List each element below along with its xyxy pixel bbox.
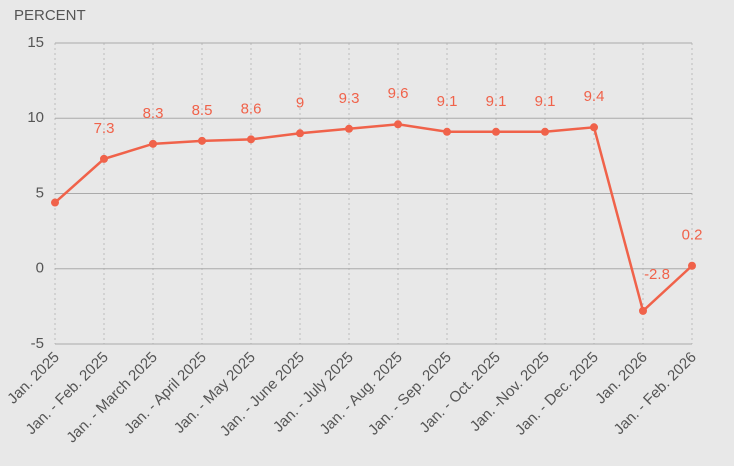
value-label: 8.6: [241, 100, 262, 117]
y-tick-label: 0: [36, 260, 44, 277]
line: [54, 123, 693, 314]
value-label: 9.3: [339, 90, 360, 107]
x-tick-label: Jan. - Feb. 2026: [611, 349, 700, 438]
point: [639, 306, 647, 315]
value-label: 8.3: [143, 105, 164, 122]
point: [345, 124, 353, 133]
value-label: 0.2: [682, 227, 703, 244]
point: [100, 154, 108, 163]
x-tick-label: Jan. - Aug. 2025: [317, 349, 406, 438]
x-tick-label: Jan. - June 2025: [217, 349, 308, 440]
point: [247, 135, 255, 144]
point: [51, 198, 59, 207]
value-label: 7.3: [94, 120, 115, 137]
y-axis-label: PERCENT: [14, 7, 86, 24]
x-tick-label: Jan. - Sep. 2025: [365, 349, 455, 439]
value-label: 9.6: [388, 85, 409, 102]
y-tick-label: 5: [36, 184, 44, 201]
value-label: 9.4: [584, 88, 605, 105]
point: [149, 139, 157, 148]
x-tick-label: Jan. - March 2025: [63, 349, 161, 447]
point: [688, 261, 696, 270]
point: [492, 127, 500, 136]
value-label: -2.8: [644, 266, 670, 283]
x-tick-label: Jan. - Feb. 2025: [23, 349, 112, 438]
point: [198, 136, 206, 145]
y-tick-label: -5: [31, 335, 44, 352]
value-label: 9.1: [486, 93, 507, 110]
point: [296, 129, 304, 138]
value-label: 9.1: [535, 93, 556, 110]
value-label: 9: [296, 94, 304, 111]
point: [590, 123, 598, 132]
value-label: 9.1: [437, 93, 458, 110]
y-tick-label: 15: [27, 34, 44, 51]
x-tick-label: Jan. - Dec. 2025: [512, 349, 602, 439]
y-tick-label: 10: [27, 109, 44, 126]
point: [541, 127, 549, 136]
value-label: 8.5: [192, 102, 213, 119]
point: [443, 127, 451, 136]
point: [394, 120, 402, 129]
